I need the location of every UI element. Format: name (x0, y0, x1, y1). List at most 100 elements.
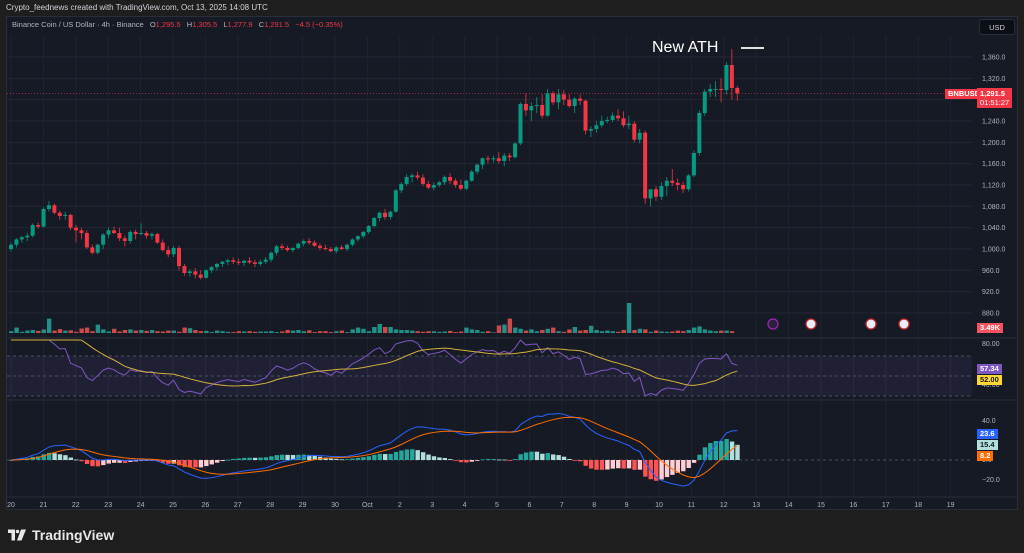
volume-bar (621, 330, 626, 333)
candle (399, 183, 404, 191)
macd-histogram-bar (610, 460, 616, 469)
candle (653, 189, 658, 197)
volume-bar (485, 331, 491, 333)
candle (523, 103, 528, 111)
candle (437, 182, 442, 185)
macd-histogram-bar (328, 458, 334, 460)
candle (567, 99, 572, 107)
macd-histogram-bar (139, 460, 144, 461)
candle (708, 89, 713, 92)
macd-histogram-bar (713, 441, 718, 460)
candle (458, 185, 463, 189)
candle (252, 262, 257, 264)
macd-histogram-bar (41, 454, 46, 460)
time-tick: 28 (266, 502, 274, 509)
volume-bar (122, 330, 128, 333)
candle (63, 214, 68, 216)
macd-histogram-bar (90, 460, 95, 467)
candle (160, 242, 165, 251)
volume-bar (523, 330, 529, 333)
volume-bar (117, 331, 122, 333)
candle (350, 239, 355, 245)
open-value: 1,295.5 (155, 20, 181, 29)
volume-bar (57, 329, 63, 333)
volume-bar (274, 332, 279, 333)
candle (290, 247, 295, 251)
macd-histogram-bar (496, 459, 502, 461)
macd-histogram-bar (491, 458, 496, 460)
macd-histogram-bar (518, 454, 523, 460)
volume-bar (187, 328, 193, 333)
candle (187, 271, 192, 273)
volume-bar (518, 328, 523, 333)
volume-bar (545, 328, 550, 333)
macd-histogram-bar (372, 454, 377, 460)
volume-bar (193, 330, 198, 333)
candle (149, 234, 154, 236)
macd-histogram-bar (583, 460, 588, 466)
macd-histogram-bar (166, 460, 171, 464)
time-tick: 7 (560, 502, 564, 509)
macd-histogram-bar (426, 454, 431, 460)
volume-bar (111, 328, 117, 333)
volume-bar (578, 330, 583, 333)
candle (469, 171, 474, 181)
rsi-value-tag: 57.34 (977, 364, 1002, 374)
candle (122, 238, 127, 241)
candle (502, 155, 507, 161)
volume-bar (139, 330, 144, 333)
volume-bar (231, 332, 236, 333)
candle (513, 143, 518, 158)
candle (177, 247, 182, 267)
macd-histogram-bar (84, 460, 90, 464)
svg-text:40.00: 40.00 (982, 382, 1000, 389)
volume-bar (95, 324, 101, 333)
volume-bar (681, 331, 686, 333)
volume-bar (128, 329, 133, 333)
volume-bar (469, 329, 475, 333)
time-tick: 13 (752, 502, 760, 509)
volume-bar (269, 331, 274, 333)
candle (713, 89, 718, 90)
macd-histogram-bar (111, 460, 117, 463)
macd-histogram-bar (686, 460, 691, 468)
candle (491, 158, 496, 160)
macd-histogram-bar (95, 460, 101, 467)
volume-bar (19, 331, 25, 333)
volume-bar (719, 330, 724, 333)
macd-histogram-bar (729, 441, 735, 460)
candle (111, 230, 116, 233)
candle (637, 132, 642, 140)
tradingview-branding[interactable]: TradingView (8, 527, 114, 543)
volume-bar (561, 331, 567, 333)
candle (52, 205, 57, 213)
volume-bar (610, 331, 616, 333)
volume-bar (453, 332, 458, 333)
volume-bar (52, 330, 57, 333)
volume-bar (106, 331, 111, 333)
currency-button[interactable]: USD (979, 19, 1015, 35)
volume-bar (551, 327, 556, 333)
macd-histogram-bar (133, 460, 139, 462)
candle (144, 233, 149, 236)
macd-histogram-bar (475, 460, 480, 461)
macd-histogram-bar (719, 440, 724, 460)
candle (735, 87, 740, 94)
volume-bar (664, 331, 670, 333)
macd-histogram-bar (290, 454, 296, 460)
macd-histogram-bar (198, 460, 204, 468)
volume-bar (46, 318, 52, 333)
volume-bar (529, 329, 534, 333)
candle (442, 177, 447, 183)
candle (236, 261, 241, 263)
chart-frame[interactable] (6, 16, 1018, 510)
macd-histogram-bar (507, 460, 513, 461)
candle (415, 175, 420, 178)
event-icon (767, 318, 779, 330)
candle (556, 94, 561, 103)
macd-histogram-bar (177, 460, 182, 466)
price-tick: 1,200.0 (982, 140, 1005, 147)
volume-bar (323, 331, 328, 333)
symbol-legend: Binance Coin / US Dollar · 4h · Binance … (12, 20, 343, 29)
